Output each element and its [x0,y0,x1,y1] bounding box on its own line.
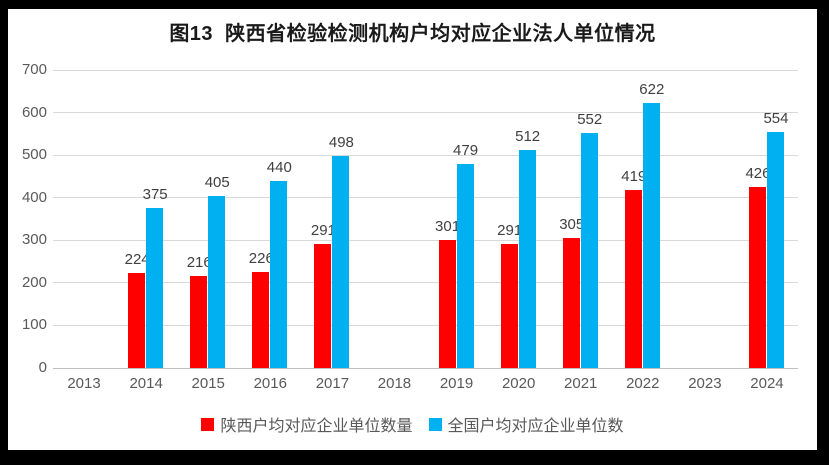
bar-value-label: 479 [453,142,479,160]
bar-value-label: 301 [435,217,461,235]
x-axis-label: 2023 [688,375,722,392]
x-axis-line [53,367,798,369]
legend: 陕西户均对应企业单位数量 全国户均对应企业单位数 [8,413,817,435]
bar-value-label: 622 [639,81,665,99]
x-axis-label: 2019 [439,375,474,392]
bar-value-label: 405 [204,173,230,191]
gridline [53,112,798,114]
bar-value-label: 512 [515,128,541,146]
bar-shaanxi [562,238,580,368]
bar-national [642,103,660,368]
bar-value-label: 226 [248,249,274,267]
y-axis-tick-label: 100 [21,316,47,334]
bar-national [456,164,474,368]
x-axis-label: 2015 [191,375,225,392]
bar-value-label: 552 [577,111,603,128]
x-axis-label: 2022 [626,375,660,392]
bar-value-label: 291 [497,222,523,240]
plot-area: 0 100 200 300 400 500 600 700 2013 2014 2015 2016 20… [22,61,798,392]
x-axis-label: 2024 [750,375,784,392]
legend-swatch [201,417,215,431]
legend-label: 全国户均对应企业单位数 [447,418,624,435]
legend-item: 全国户均对应企业单位数 [428,412,624,436]
bar-shaanxi [128,272,146,368]
bar-value-label: 426 [745,164,771,182]
y-axis-tick-label: 300 [21,231,47,249]
x-axis-label: 2021 [564,375,598,392]
bar-value-label: 419 [621,167,647,185]
bar-national [332,155,350,368]
y-axis-tick-label: 200 [21,273,47,291]
y-axis-tick-label: 600 [21,103,47,121]
bar-national [208,195,226,368]
bar-national [518,150,536,368]
y-axis-tick-label: 0 [38,359,47,376]
x-axis-label: 2013 [67,375,101,392]
gridline [53,324,798,326]
gridline [53,282,798,284]
y-axis-tick-label: 500 [21,146,47,164]
y-axis-tick-label: 400 [21,188,47,206]
bar-value-label: 216 [186,254,212,272]
legend-swatch [428,417,442,431]
gridline [53,69,798,71]
bar-value-label: 291 [310,222,336,240]
bar-national [146,208,164,368]
bar-value-label: 305 [559,216,585,234]
bar-national [580,133,598,368]
bar-shaanxi [314,244,332,368]
bar-shaanxi [438,239,456,368]
gridline [53,197,798,199]
bar-national [270,180,288,368]
bar-value-label: 498 [328,133,354,151]
chart-title: 图13 陕西省检验检测机构户均对应企业法人单位情况 [169,23,656,45]
bar-shaanxi [252,271,270,368]
bar-shaanxi [624,189,642,368]
x-axis-label: 2016 [253,375,287,392]
bar-national [766,132,784,368]
gridline [53,154,798,156]
x-axis-label: 2014 [129,375,163,392]
chart-panel: 图13 陕西省检验检测机构户均对应企业法人单位情况 0 100 200 300 400 5… [8,9,817,450]
legend-label: 陕西户均对应企业单位数量 [220,418,413,435]
bar-shaanxi [500,244,518,368]
gridline [53,239,798,241]
y-axis-tick-label: 700 [21,61,47,78]
bar-shaanxi [190,276,208,368]
bar-value-label: 224 [124,250,150,268]
bar-value-label: 440 [266,158,292,176]
x-axis-label: 2020 [501,375,536,392]
bar-value-label: 375 [142,186,168,204]
legend-item: 陕西户均对应企业单位数量 [201,412,413,436]
bar-shaanxi [748,186,766,368]
x-axis-label: 2018 [377,375,412,392]
x-axis-label: 2017 [315,375,350,392]
bar-value-label: 554 [763,110,789,128]
